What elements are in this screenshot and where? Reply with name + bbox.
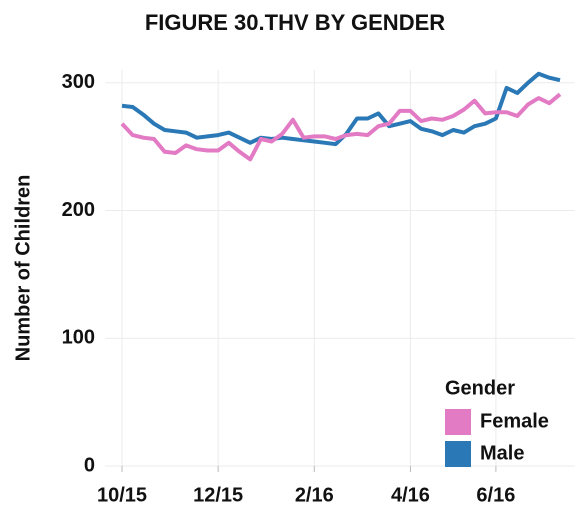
line-series — [121, 71, 561, 147]
x-tick-label: 10/15 — [97, 484, 147, 506]
x-tick-label: 6/16 — [476, 484, 515, 506]
y-axis-label: Number of Children — [12, 175, 34, 362]
legend-title: Gender — [445, 377, 515, 399]
legend-label: Female — [480, 410, 549, 432]
line-series — [120, 92, 562, 162]
legend-swatch — [445, 409, 471, 435]
chart-title: FIGURE 30.THV BY GENDER — [145, 10, 445, 35]
legend-swatch — [445, 441, 471, 467]
x-tick-label: 4/16 — [391, 484, 430, 506]
legend-label: Male — [480, 442, 524, 464]
x-tick-label: 2/16 — [295, 484, 334, 506]
y-tick-label: 300 — [62, 71, 95, 93]
y-tick-label: 100 — [62, 327, 95, 349]
x-tick-label: 12/15 — [193, 484, 243, 506]
y-tick-label: 0 — [84, 454, 95, 476]
y-tick-label: 200 — [62, 199, 95, 221]
